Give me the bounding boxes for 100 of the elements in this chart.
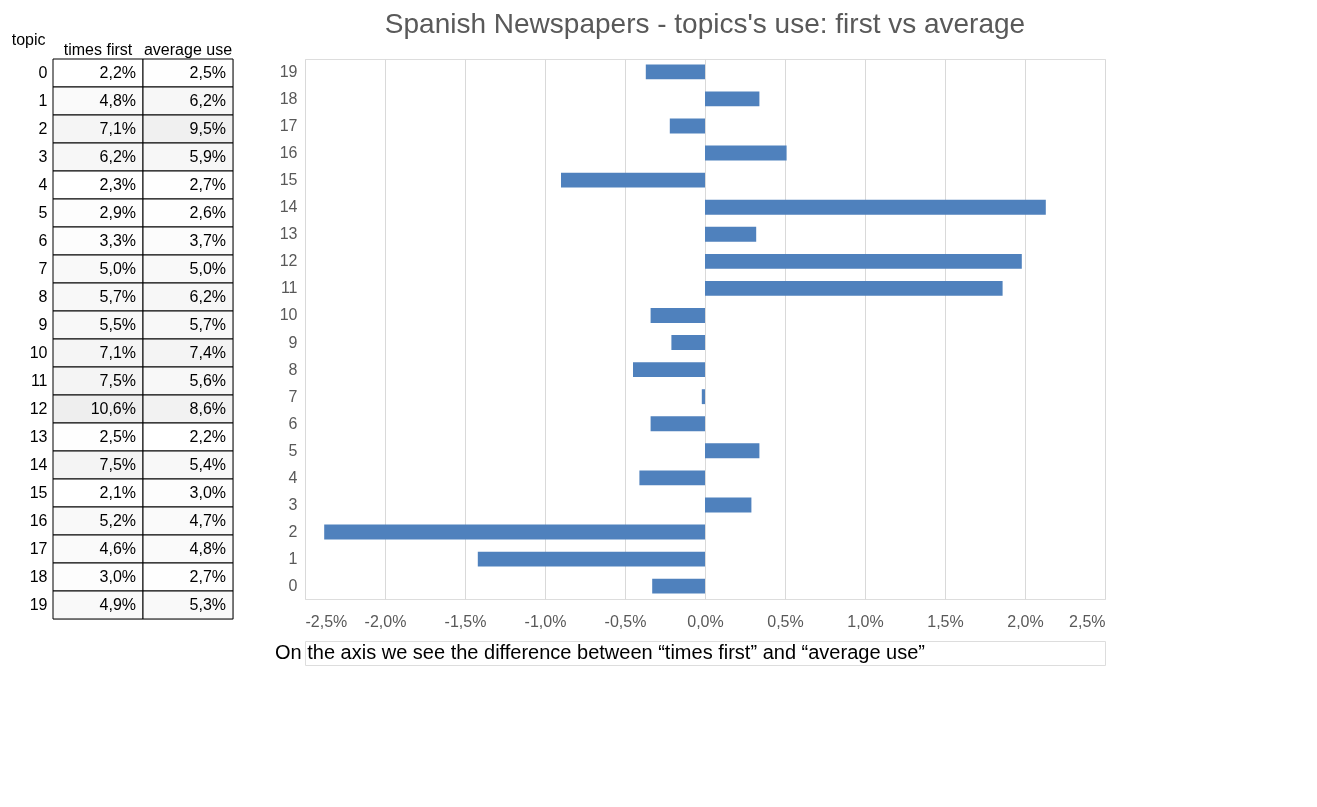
data-label: 4,6% [99, 540, 136, 557]
y-tick-label: 13 [29, 428, 48, 445]
y-tick-label: 0 [38, 64, 48, 81]
data-label: 2,7% [189, 176, 226, 193]
x-tick-label: -2,0% [364, 612, 407, 630]
y-tick-label: 0 [288, 577, 298, 595]
y-tick-label: 6 [38, 232, 48, 249]
data-label: 2,1% [99, 484, 136, 501]
y-tick-label: 1 [38, 92, 48, 109]
data-label: 5,9% [189, 148, 226, 165]
bar [652, 578, 705, 594]
y-tick-label: 14 [279, 198, 298, 216]
bar [705, 199, 1046, 215]
y-tick-label: 16 [29, 512, 48, 529]
data-label: 9,5% [189, 120, 226, 137]
bar [705, 253, 1022, 269]
bar [650, 416, 705, 432]
y-tick-label: 11 [280, 279, 298, 297]
bar [705, 145, 787, 161]
bar [324, 524, 705, 540]
bar [705, 497, 752, 513]
y-tick-label: 19 [279, 62, 298, 80]
y-tick-label: 18 [279, 89, 298, 107]
y-tick-label: 10 [279, 306, 298, 324]
data-label: 4,8% [189, 540, 226, 557]
y-tick-label: 12 [279, 252, 298, 270]
y-tick-label: 12 [29, 400, 48, 417]
bar [477, 551, 705, 567]
data-label: 5,0% [99, 260, 136, 277]
data-label: 5,6% [189, 372, 226, 389]
y-tick-label: 17 [29, 540, 48, 557]
data-label: 7,5% [99, 456, 136, 473]
data-label: 7,4% [189, 344, 226, 361]
data-label: 5,0% [189, 260, 226, 277]
y-tick-label: 10 [29, 344, 48, 361]
data-label: 4,7% [189, 512, 226, 529]
bar [639, 470, 705, 486]
data-label: 8,6% [189, 400, 226, 417]
data-label: 3,0% [189, 484, 226, 501]
data-label: 4,8% [99, 92, 136, 109]
bar [705, 443, 760, 459]
y-tick-label: 15 [29, 484, 48, 501]
x-tick-label: -1,5% [444, 612, 487, 630]
data-label: 6,2% [99, 148, 136, 165]
data-label: 5,7% [99, 288, 136, 305]
data-label: 4,9% [99, 596, 136, 613]
data-label: 2,2% [99, 64, 136, 81]
x-tick-label: 2,5% [1069, 612, 1106, 630]
y-tick-label: 4 [38, 176, 48, 193]
text: On the axis we see the difference between “times first” and “average use” [275, 641, 925, 663]
y-tick-label: 2 [288, 523, 298, 541]
y-tick-label: 8 [288, 360, 298, 378]
bar [645, 64, 705, 80]
data-label: 2,5% [189, 64, 226, 81]
y-tick-label: 11 [30, 372, 48, 389]
data-label: 3,0% [99, 568, 136, 585]
y-tick-label: 4 [288, 468, 298, 486]
x-tick-label: 0,5% [767, 612, 804, 630]
x-tick-label: -0,5% [604, 612, 647, 630]
y-tick-label: 2 [38, 120, 48, 137]
bar [561, 172, 705, 188]
data-label: 2,3% [99, 176, 136, 193]
x-tick-label: times first [63, 40, 133, 58]
data-label: 2,2% [189, 428, 226, 445]
y-tick-label: 9 [38, 316, 48, 333]
data-label: 3,3% [99, 232, 136, 249]
y-tick-label: 8 [38, 288, 48, 305]
y-tick-label: 16 [279, 144, 298, 162]
y-tick-label: 5 [288, 441, 298, 459]
x-tick-label: -1,0% [524, 612, 567, 630]
y-tick-label: 15 [279, 171, 298, 189]
y-tick-label: 13 [279, 225, 298, 243]
bar [633, 362, 705, 378]
y-tick-label: 19 [29, 596, 48, 613]
x-tick-label: average use [143, 40, 233, 58]
bar [705, 91, 760, 107]
y-tick-label: 5 [38, 204, 48, 221]
y-tick-label: 1 [288, 550, 298, 568]
x-tick-label: 1,0% [847, 612, 884, 630]
data-label: 2,5% [99, 428, 136, 445]
y-tick-label: 3 [38, 148, 48, 165]
bar [701, 389, 705, 405]
bar [650, 308, 705, 323]
x-tick-label: 1,5% [927, 612, 964, 630]
data-label: 7,1% [99, 120, 136, 137]
data-label: 2,9% [99, 204, 136, 221]
bar [669, 118, 705, 134]
y-tick-label: 18 [29, 568, 48, 585]
bar [705, 280, 1003, 296]
data-label: 5,4% [189, 456, 226, 473]
data-label: 7,1% [99, 344, 136, 361]
y-tick-label: 6 [288, 414, 298, 432]
y-tick-label: 7 [288, 387, 298, 405]
y-tick-label: 9 [288, 333, 298, 351]
data-label: 6,2% [189, 92, 226, 109]
data-label: 5,5% [99, 316, 136, 333]
data-label: 5,2% [99, 512, 136, 529]
bar [671, 335, 705, 350]
bar [705, 226, 757, 242]
data-label: 6,2% [189, 288, 226, 305]
